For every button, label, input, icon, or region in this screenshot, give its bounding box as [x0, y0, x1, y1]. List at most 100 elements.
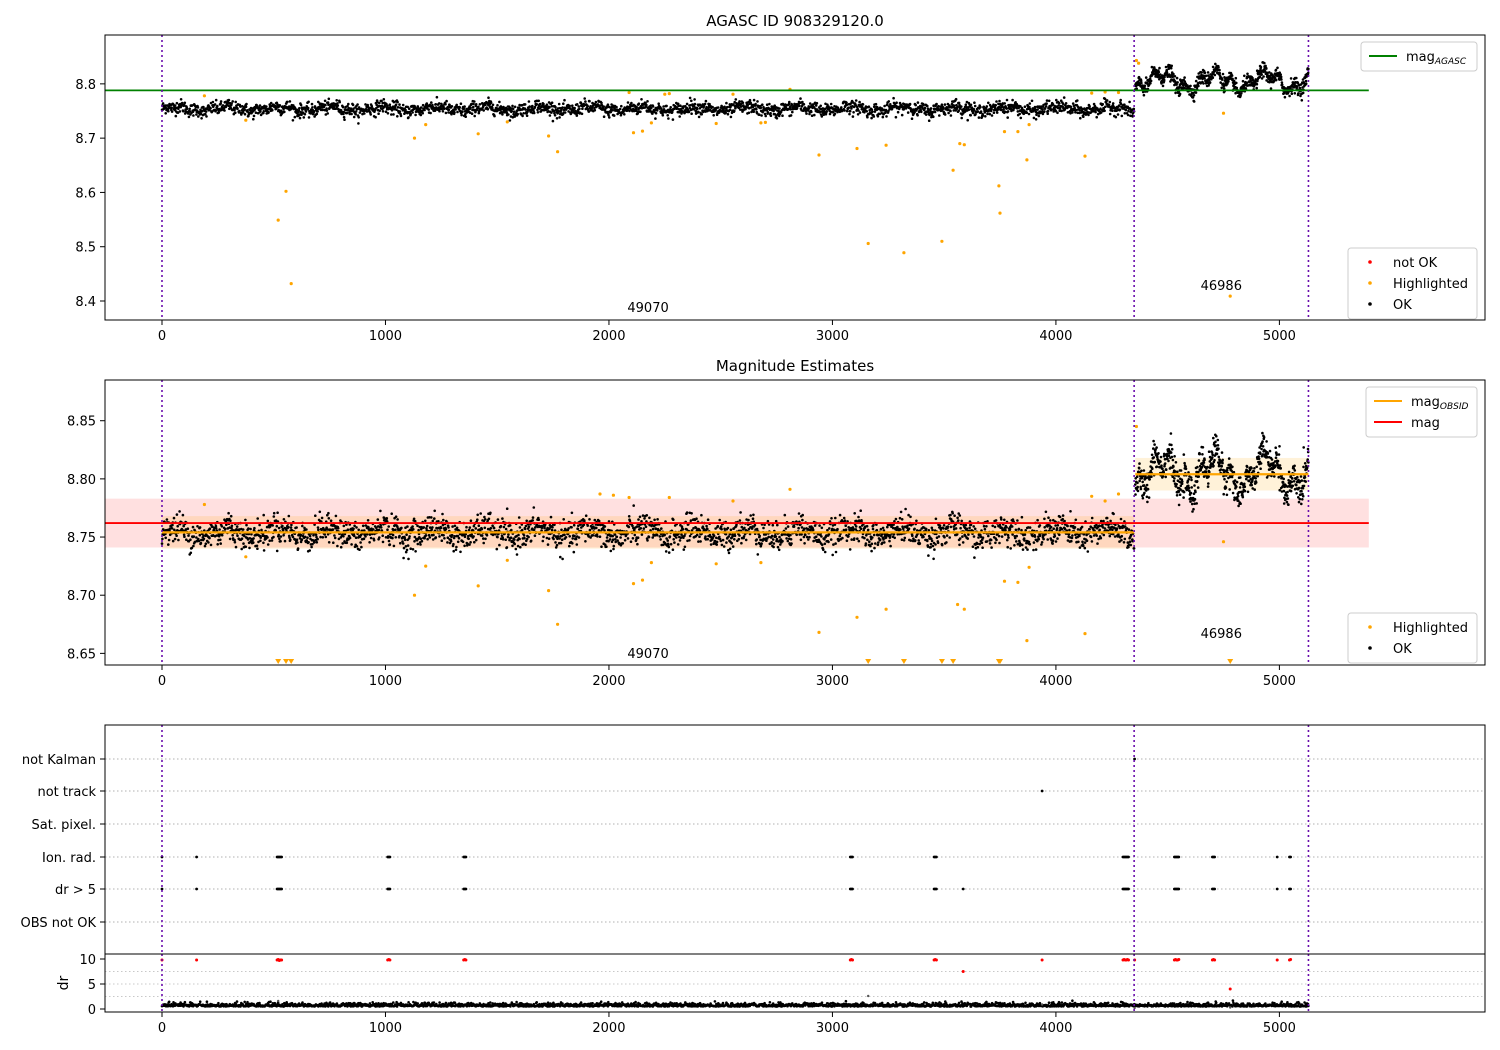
ok-point — [992, 111, 996, 114]
ok-point — [427, 533, 431, 537]
ok-point — [492, 526, 496, 530]
ok-point — [404, 526, 407, 529]
x-tick-label: 4000 — [1039, 329, 1072, 344]
ok-point — [570, 526, 573, 529]
ok-point — [942, 106, 945, 109]
ok-point — [542, 535, 545, 539]
ok-point — [305, 528, 308, 531]
ok-point — [1105, 99, 1109, 102]
ok-point — [355, 526, 358, 529]
ok-point — [456, 534, 460, 538]
ok-point — [311, 106, 314, 109]
ok-point — [470, 112, 474, 115]
ok-point — [690, 99, 693, 103]
ok-point — [572, 523, 576, 527]
ok-point — [177, 538, 180, 542]
ok-point — [1202, 82, 1205, 85]
ok-point — [684, 110, 687, 114]
ok-point — [352, 107, 355, 110]
ok-point — [323, 533, 327, 536]
ok-point — [489, 526, 493, 530]
ok-point — [236, 534, 239, 537]
ok-point — [1208, 81, 1212, 84]
ok-point — [1118, 108, 1122, 111]
ok-point — [502, 525, 506, 529]
ok-point — [473, 540, 476, 544]
ok-point — [819, 104, 822, 108]
ok-point — [398, 103, 401, 106]
ok-point — [491, 524, 494, 527]
ok-point — [536, 108, 539, 112]
ok-point — [391, 536, 394, 540]
ok-point — [1239, 94, 1242, 97]
ok-point — [874, 102, 878, 106]
ok-point — [362, 537, 366, 541]
ok-point — [933, 110, 937, 114]
ok-point — [402, 546, 406, 550]
ok-point — [940, 103, 944, 106]
ok-point — [429, 111, 432, 115]
ok-point — [900, 113, 904, 117]
ok-point — [547, 537, 551, 540]
ok-point — [207, 541, 210, 544]
ok-point — [289, 538, 292, 541]
ok-point — [234, 545, 238, 549]
ok-point — [522, 534, 526, 537]
ok-point — [324, 535, 328, 539]
ok-point — [1036, 108, 1039, 111]
ok-point — [718, 518, 721, 522]
ok-point — [216, 543, 219, 546]
ok-point — [660, 527, 663, 530]
ok-point — [619, 536, 622, 539]
ok-point — [622, 110, 625, 113]
ok-point — [1040, 110, 1044, 113]
ok-point — [734, 107, 737, 110]
ok-point — [896, 110, 900, 114]
ok-point — [599, 523, 602, 527]
ok-point — [484, 537, 487, 541]
ok-point — [764, 114, 767, 118]
ok-point — [191, 104, 194, 107]
ok-point — [667, 117, 670, 120]
ok-point — [1168, 64, 1171, 67]
ok-point — [476, 518, 479, 521]
ok-point — [563, 111, 567, 114]
ok-point — [173, 104, 177, 107]
ok-point — [1231, 77, 1234, 81]
ok-point — [693, 98, 696, 101]
ok-point — [307, 541, 310, 544]
ok-point — [1241, 79, 1245, 83]
ok-point — [984, 115, 987, 118]
ok-point — [563, 98, 566, 102]
ok-point — [293, 115, 297, 119]
ok-point — [447, 108, 451, 111]
ok-point — [281, 529, 285, 532]
ok-point — [507, 533, 510, 536]
ok-point — [555, 117, 559, 120]
ok-point — [175, 513, 179, 516]
ok-point — [170, 106, 173, 110]
ok-point — [1005, 98, 1009, 102]
ok-point — [270, 539, 274, 542]
ok-point — [731, 545, 735, 548]
ok-point — [234, 111, 237, 115]
ok-point — [483, 515, 486, 519]
ok-point — [195, 113, 198, 116]
ok-point — [533, 534, 537, 537]
ok-point — [872, 115, 876, 118]
ok-point — [614, 540, 617, 544]
ok-point — [580, 112, 584, 116]
ok-point — [629, 540, 633, 543]
ok-point — [431, 526, 434, 529]
ok-point — [419, 527, 423, 531]
ok-point — [182, 524, 185, 528]
ok-point — [1099, 107, 1102, 110]
ok-point — [434, 103, 438, 106]
ok-point — [606, 103, 610, 106]
ok-point — [312, 534, 315, 537]
ok-point — [445, 99, 448, 103]
ok-point — [406, 105, 410, 109]
ok-point — [218, 528, 221, 531]
ok-point — [523, 527, 527, 531]
ok-point — [342, 110, 346, 114]
